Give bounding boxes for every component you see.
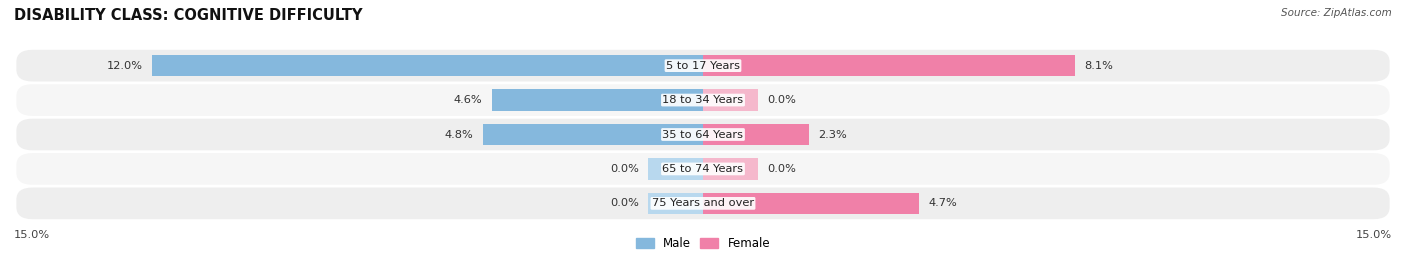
Text: 0.0%: 0.0%: [610, 198, 638, 208]
Text: DISABILITY CLASS: COGNITIVE DIFFICULTY: DISABILITY CLASS: COGNITIVE DIFFICULTY: [14, 8, 363, 23]
Text: 0.0%: 0.0%: [610, 164, 638, 174]
Bar: [482, 124, 703, 145]
Text: 8.1%: 8.1%: [1084, 61, 1114, 71]
Text: 15.0%: 15.0%: [1355, 230, 1392, 240]
Text: 5 to 17 Years: 5 to 17 Years: [666, 61, 740, 71]
Text: 0.0%: 0.0%: [768, 95, 796, 105]
Text: 4.8%: 4.8%: [444, 129, 474, 140]
FancyBboxPatch shape: [17, 50, 1389, 82]
Text: 0.0%: 0.0%: [768, 164, 796, 174]
Bar: [492, 89, 703, 111]
Text: 4.7%: 4.7%: [928, 198, 957, 208]
Text: 65 to 74 Years: 65 to 74 Years: [662, 164, 744, 174]
Bar: [703, 55, 1076, 76]
FancyBboxPatch shape: [17, 119, 1389, 150]
FancyBboxPatch shape: [17, 153, 1389, 185]
Bar: [703, 89, 758, 111]
Text: 35 to 64 Years: 35 to 64 Years: [662, 129, 744, 140]
Text: 18 to 34 Years: 18 to 34 Years: [662, 95, 744, 105]
Legend: Male, Female: Male, Female: [634, 235, 772, 253]
Bar: [152, 55, 703, 76]
Text: 75 Years and over: 75 Years and over: [652, 198, 754, 208]
Text: 15.0%: 15.0%: [14, 230, 51, 240]
Text: Source: ZipAtlas.com: Source: ZipAtlas.com: [1281, 8, 1392, 18]
Bar: [648, 193, 703, 214]
FancyBboxPatch shape: [17, 84, 1389, 116]
Text: 2.3%: 2.3%: [818, 129, 846, 140]
FancyBboxPatch shape: [17, 187, 1389, 219]
Bar: [703, 124, 808, 145]
Text: 12.0%: 12.0%: [107, 61, 142, 71]
Bar: [703, 158, 758, 180]
Bar: [703, 193, 920, 214]
Text: 4.6%: 4.6%: [454, 95, 482, 105]
Bar: [648, 158, 703, 180]
